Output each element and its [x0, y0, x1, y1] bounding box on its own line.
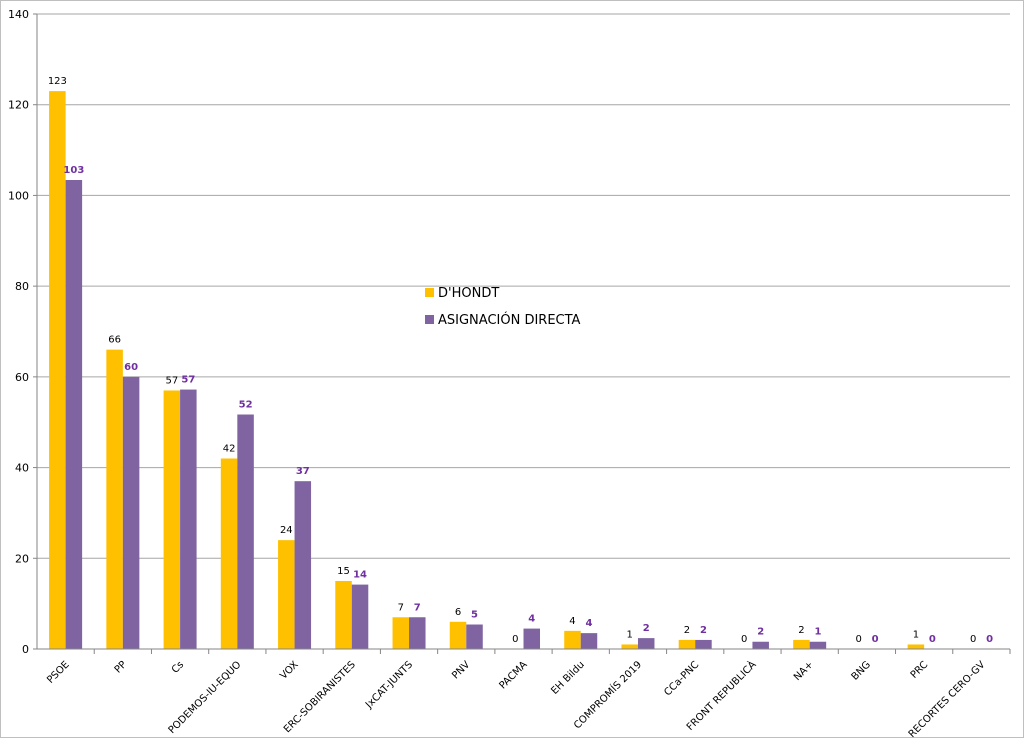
bar-dhondt — [678, 639, 696, 649]
data-label: 1 — [627, 629, 633, 640]
legend-swatch — [425, 288, 434, 297]
data-label: 1 — [814, 627, 821, 638]
data-label: 57 — [165, 375, 178, 386]
y-tick-label: 80 — [15, 280, 29, 293]
data-label: 5 — [471, 610, 478, 621]
data-label: 0 — [855, 634, 861, 645]
data-label: 6 — [455, 607, 461, 618]
bar-dhondt — [278, 540, 295, 649]
y-tick-label: 140 — [8, 8, 29, 21]
data-label: 2 — [757, 627, 764, 638]
data-label: 4 — [528, 614, 535, 625]
data-label: 4 — [586, 618, 593, 629]
data-label: 57 — [181, 375, 195, 386]
legend-label: D'HONDT — [438, 286, 499, 301]
data-label: 1 — [913, 629, 919, 640]
y-tick-label: 100 — [8, 189, 29, 202]
bar-dhondt — [564, 630, 581, 649]
data-label: 2 — [700, 625, 707, 636]
bar-asignacion-directa — [122, 376, 140, 649]
bar-asignacion-directa — [637, 638, 655, 649]
x-tick-label: NA+ — [792, 659, 816, 683]
data-label: 123 — [48, 76, 67, 87]
data-label: 2 — [684, 625, 690, 636]
bar-dhondt — [220, 458, 238, 649]
bar-dhondt — [907, 644, 925, 649]
bar-asignacion-directa — [580, 633, 598, 649]
x-tick-label: VOX — [278, 659, 301, 682]
data-label: 0 — [970, 634, 976, 645]
data-label: 4 — [569, 616, 575, 627]
bar-asignacion-directa — [523, 628, 540, 649]
data-label: 0 — [929, 634, 936, 645]
bar-asignacion-directa — [294, 481, 312, 649]
x-tick-label: PNV — [450, 659, 472, 681]
y-tick-label: 40 — [15, 462, 29, 475]
data-label: 37 — [296, 466, 310, 477]
bar-dhondt — [621, 644, 638, 649]
data-label: 42 — [223, 444, 236, 455]
x-tick-label: PRC — [909, 659, 931, 681]
data-label: 0 — [986, 634, 993, 645]
bar-asignacion-directa — [351, 584, 369, 649]
x-tick-label: JxCAT-JUNTS — [363, 659, 415, 711]
bar-dhondt — [793, 639, 810, 649]
data-label: 24 — [280, 525, 293, 536]
bar-dhondt — [392, 617, 410, 649]
bar-dhondt — [163, 390, 181, 649]
x-tick-label: EH Bildu — [549, 659, 587, 697]
bar-dhondt — [335, 580, 352, 649]
data-label: 2 — [798, 625, 804, 636]
x-tick-label: Cs — [170, 659, 186, 675]
x-tick-label: PACMA — [497, 659, 529, 691]
y-tick-label: 120 — [8, 99, 29, 112]
data-label: 7 — [414, 602, 421, 613]
legend-label: ASIGNACIÓN DIRECTA — [438, 312, 581, 328]
bar-dhondt — [49, 91, 66, 650]
bar-asignacion-directa — [237, 414, 254, 649]
bar-asignacion-directa — [180, 389, 197, 649]
x-tick-label: PP — [113, 659, 129, 675]
data-label: 15 — [337, 566, 350, 577]
bar-asignacion-directa — [752, 641, 769, 649]
bar-asignacion-directa — [809, 641, 827, 649]
x-tick-label: BNG — [850, 659, 873, 682]
x-tick-label: PSOE — [45, 659, 72, 686]
x-tick-label: CCa-PNC — [662, 659, 701, 698]
bar-dhondt — [449, 621, 467, 649]
bar-dhondt — [106, 349, 123, 649]
data-label: 2 — [643, 623, 650, 634]
data-label: 0 — [512, 634, 518, 645]
data-label: 66 — [108, 335, 121, 346]
data-label: 52 — [239, 400, 253, 411]
y-tick-label: 20 — [15, 552, 29, 565]
bar-asignacion-directa — [65, 180, 83, 649]
bar-asignacion-directa — [466, 624, 483, 649]
legend-swatch — [425, 315, 434, 324]
data-label: 14 — [353, 570, 367, 581]
bar-asignacion-directa — [409, 617, 426, 649]
data-label: 0 — [872, 634, 879, 645]
bar-asignacion-directa — [695, 639, 712, 649]
y-tick-label: 60 — [15, 371, 29, 384]
data-label: 7 — [398, 602, 404, 613]
data-label: 103 — [63, 165, 84, 176]
y-tick-label: 0 — [22, 643, 29, 656]
data-label: 60 — [124, 362, 138, 373]
data-label: 0 — [741, 634, 747, 645]
